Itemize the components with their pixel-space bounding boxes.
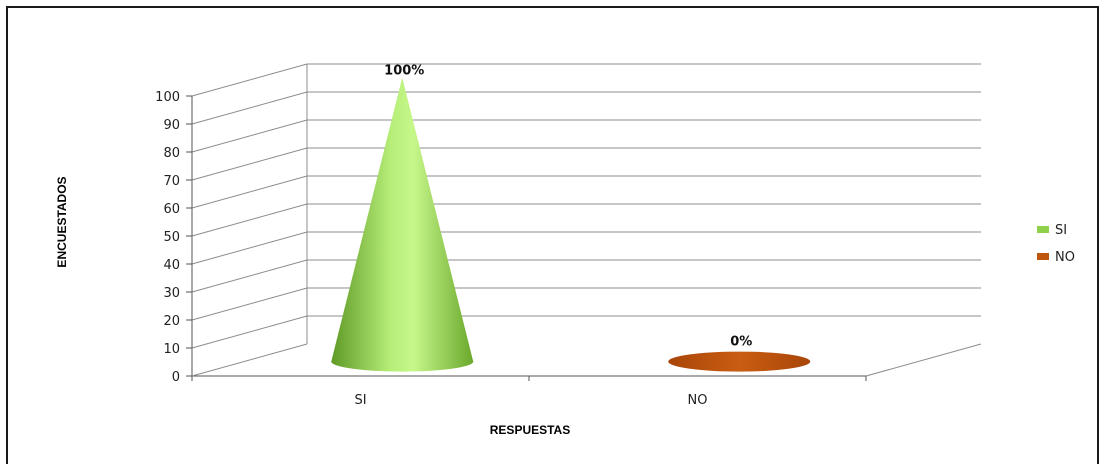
y-tick-label: 80 [163, 146, 180, 161]
y-tick-labels: 0 10 20 30 40 50 60 70 80 90 100 [155, 90, 180, 385]
floor-left-edge [191, 343, 308, 377]
gridline-side [191, 287, 308, 321]
y-tick-label: 50 [163, 230, 180, 245]
gridline-side [191, 203, 308, 237]
y-tick-label: 20 [163, 314, 180, 329]
gridline-side [191, 259, 308, 293]
y-tick-label: 60 [163, 202, 180, 217]
data-labels: 100% 0% [384, 64, 752, 350]
gridline-side [191, 63, 308, 97]
gridline-side [191, 315, 308, 349]
x-axis-title: RESPUESTAS [490, 423, 570, 437]
x-category-label: SI [354, 393, 366, 408]
axes [186, 64, 982, 381]
data-label-si: 100% [384, 64, 424, 79]
y-tick-label: 0 [172, 370, 180, 385]
y-axis-title: ENCUESTADOS [55, 176, 69, 267]
chart-border [6, 6, 1099, 464]
legend-label-no: NO [1055, 250, 1075, 265]
y-tick-label: 10 [163, 342, 180, 357]
gridline-side [191, 119, 308, 153]
legend-label-si: SI [1055, 223, 1067, 238]
gridline-side [191, 147, 308, 181]
legend-swatch-no [1037, 253, 1049, 260]
y-tick-label: 100 [155, 90, 180, 105]
y-tick-label: 70 [163, 174, 180, 189]
legend-swatch-si [1037, 226, 1049, 233]
x-category-label: NO [688, 393, 708, 408]
gridline-side [191, 175, 308, 209]
y-tick-label: 30 [163, 286, 180, 301]
y-tick-label: 40 [163, 258, 180, 273]
legend: SI NO [1037, 223, 1075, 265]
cone-no [668, 351, 811, 372]
chart-marks [331, 77, 811, 372]
y-tick-label: 90 [163, 118, 180, 133]
gridline-side [191, 91, 308, 125]
cone-si [331, 77, 474, 372]
x-category-labels: SI NO [354, 393, 707, 408]
gridlines [191, 63, 981, 349]
gridline-side [191, 231, 308, 265]
floor-right-edge [865, 343, 982, 377]
data-label-no: 0% [730, 335, 752, 350]
